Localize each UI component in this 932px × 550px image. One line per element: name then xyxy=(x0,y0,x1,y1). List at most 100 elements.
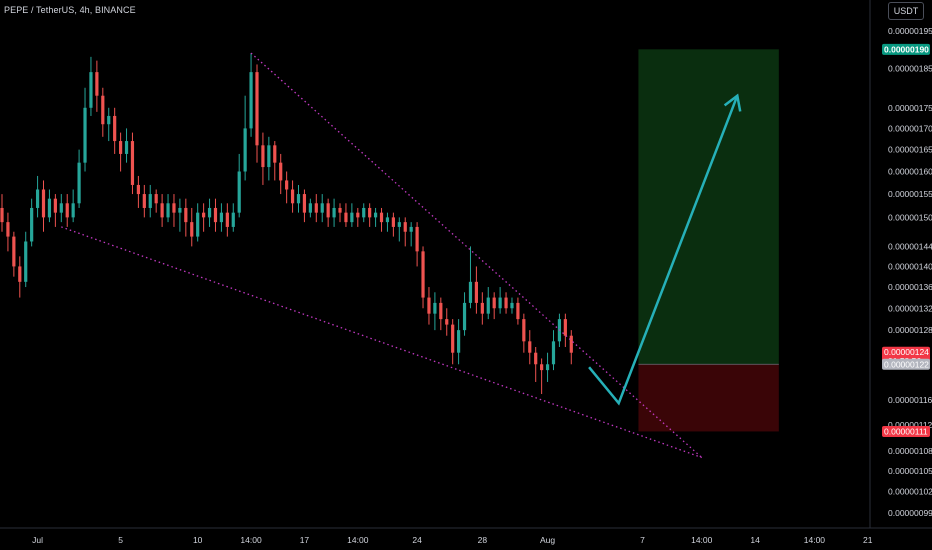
profit-zone xyxy=(638,49,779,365)
drawings-layer xyxy=(61,52,742,459)
candle-body xyxy=(196,212,200,237)
candle-body xyxy=(225,212,229,227)
candle-body xyxy=(415,226,419,252)
candle-body xyxy=(563,319,567,336)
candle-body xyxy=(480,302,484,314)
price-tick-label: 0.00000170 xyxy=(888,123,932,133)
candle-body xyxy=(148,194,152,208)
candle-body xyxy=(338,207,342,213)
candle-body xyxy=(462,302,467,331)
candle-body xyxy=(551,341,556,365)
time-tick-label: 14:00 xyxy=(347,535,369,545)
price-tick-label: 0.00000105 xyxy=(888,466,932,476)
price-tick-label: 0.00000132 xyxy=(888,303,932,313)
candle-body xyxy=(71,203,75,218)
price-tick-label: 0.00000099 xyxy=(888,508,932,518)
price-badge-label: 0.00000124 xyxy=(884,347,929,357)
candle-body xyxy=(0,207,4,223)
candle-body xyxy=(77,162,81,204)
candle-body xyxy=(486,297,490,314)
candle-body xyxy=(273,145,277,163)
price-badge xyxy=(882,358,930,370)
arrow-head xyxy=(723,93,742,112)
candle-body xyxy=(498,297,502,309)
candle-body xyxy=(302,194,307,213)
price-tick-label: 0.00000128 xyxy=(888,325,932,335)
candle-body xyxy=(107,115,111,125)
candle-body xyxy=(492,297,496,309)
candle-body xyxy=(516,302,520,320)
price-tick-label: 0.00000116 xyxy=(888,395,932,405)
candle-body xyxy=(207,207,212,218)
time-tick-label: 24 xyxy=(412,535,422,545)
candle-body xyxy=(504,297,508,309)
price-badge-label: 0.00000111 xyxy=(884,426,928,436)
candle-body xyxy=(397,222,401,227)
candle-body xyxy=(296,194,301,204)
candle-body xyxy=(142,194,146,208)
candle-body xyxy=(522,319,526,342)
candle-body xyxy=(154,194,158,204)
price-tick-label: 0.00000140 xyxy=(888,261,932,271)
candle-body xyxy=(439,302,443,320)
candle-body xyxy=(166,203,170,218)
candle-body xyxy=(391,217,395,227)
symbol-title: PEPE / TetherUS, 4h, BINANCE xyxy=(4,5,136,15)
time-tick-label: 14:00 xyxy=(804,535,826,545)
price-tick-label: 0.00000112 xyxy=(888,420,932,430)
projection-arrow xyxy=(588,95,739,406)
candle-body xyxy=(24,241,28,282)
candle-body xyxy=(451,324,455,353)
candle-body xyxy=(30,207,34,242)
candle-body xyxy=(113,115,117,142)
price-badge-label: 0.00000190 xyxy=(884,44,929,54)
candle-body xyxy=(433,302,437,314)
candle-body xyxy=(41,189,46,218)
candle-body xyxy=(243,128,247,172)
candle-body xyxy=(101,95,105,125)
time-tick-label: 17 xyxy=(300,535,310,545)
price-tick-label: 0.00000136 xyxy=(888,282,932,292)
candle-body xyxy=(285,180,289,190)
candle-body xyxy=(379,212,384,223)
candle-body xyxy=(545,364,550,371)
candle-body xyxy=(190,222,194,237)
time-tick-label: 14:00 xyxy=(691,535,713,545)
candle-body xyxy=(83,107,87,163)
time-tick-label: 21 xyxy=(863,535,873,545)
candle-body xyxy=(124,141,129,154)
price-tick-label: 0.00000102 xyxy=(888,487,932,497)
candle-body xyxy=(249,72,253,129)
candle-body xyxy=(65,203,69,218)
candle-body xyxy=(279,162,283,181)
price-badges: 0.000001900.0000012401:58:560.000001220.… xyxy=(882,43,930,437)
candle-body xyxy=(130,141,135,185)
candle-body xyxy=(255,72,259,146)
candle-body xyxy=(53,198,57,213)
candle-body xyxy=(403,222,407,232)
price-tick-label: 0.00000185 xyxy=(888,63,932,73)
price-tick-label: 0.00000150 xyxy=(888,212,932,222)
time-axis[interactable]: Jul 5 10 14:00 17 14:00 24 28 Aug 7 14:00 14 14:00 21 xyxy=(32,535,873,545)
candle-body xyxy=(59,203,63,213)
price-tick-label: 0.00000160 xyxy=(888,166,932,176)
time-tick-label: 5 xyxy=(118,535,123,545)
candle-body xyxy=(320,203,324,213)
candle-body xyxy=(290,189,295,204)
candle-body xyxy=(350,212,354,223)
candle-body xyxy=(12,236,16,267)
price-badge xyxy=(882,425,930,437)
price-tick-label: 0.00000195 xyxy=(888,26,932,36)
candle-body xyxy=(160,203,164,218)
price-axis[interactable]: 0.00000195 0.00000185 0.00000175 0.00000170… xyxy=(888,26,932,518)
candle-body xyxy=(261,145,265,168)
candle-body xyxy=(540,364,544,371)
currency-unit-button[interactable]: USDT xyxy=(888,2,924,20)
candle-body xyxy=(47,198,52,218)
candle-body xyxy=(445,319,449,325)
candle-body xyxy=(119,141,123,154)
price-badge-label: 0.00000122 xyxy=(884,359,929,369)
candle-body xyxy=(95,72,99,96)
candle-body xyxy=(510,302,514,309)
